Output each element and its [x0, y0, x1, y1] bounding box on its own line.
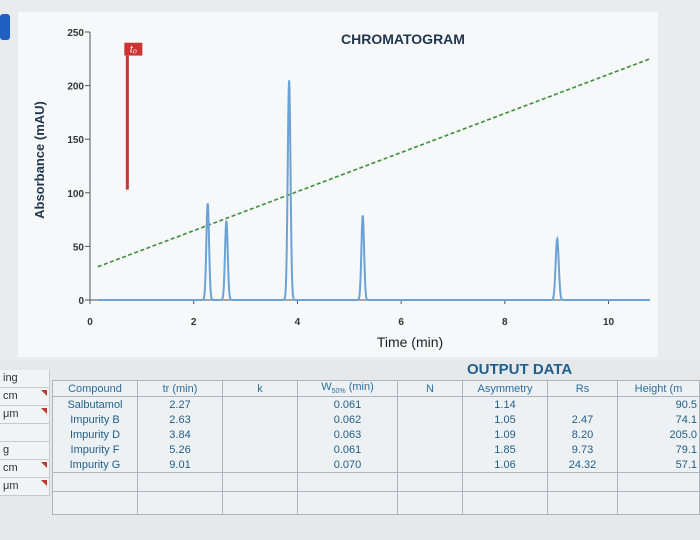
header-w50[interactable]: W50% (min) [297, 380, 398, 397]
cell-height[interactable]: 90.5 [617, 396, 700, 412]
cell-rs[interactable]: 24.32 [547, 457, 618, 473]
cell-rs[interactable]: 2.47 [547, 412, 618, 427]
cell-compound[interactable]: Salbutamol [52, 396, 138, 412]
cell-n[interactable] [397, 396, 463, 412]
header-asymmetry[interactable]: Asymmetry [462, 380, 548, 397]
cell-compound[interactable]: Impurity D [52, 427, 138, 442]
header-k[interactable]: k [222, 380, 298, 397]
y-tick-label: 100 [67, 189, 84, 200]
output-data-table: Compound tr (min) k W50% (min) N Asymmet… [52, 380, 700, 515]
cell-tr[interactable]: 3.84 [137, 427, 223, 442]
cell-n[interactable] [397, 457, 463, 473]
cell-compound[interactable]: Impurity F [52, 442, 138, 457]
cell-k[interactable] [222, 442, 298, 457]
table-row-blank [52, 472, 700, 492]
trace-line [97, 80, 650, 301]
x-tick-label: 2 [191, 317, 197, 328]
cell-tr[interactable]: 9.01 [137, 457, 223, 473]
x-tick-label: 6 [398, 317, 404, 328]
output-data-title: OUTPUT DATA [467, 361, 573, 378]
left-cell-um-2[interactable]: μm [0, 478, 50, 496]
cell-n[interactable] [397, 412, 463, 427]
window-tab [0, 14, 10, 40]
left-cell-blank[interactable] [0, 424, 50, 442]
left-cells: ing cm μm g cm μm [0, 370, 50, 496]
table-row: Impurity F 5.26 0.061 1.85 9.73 79.1 [52, 442, 700, 457]
left-cell-um[interactable]: μm [0, 406, 50, 424]
cell-asymmetry[interactable]: 1.85 [462, 442, 548, 457]
cell-asymmetry[interactable]: 1.05 [462, 412, 548, 427]
left-cell-cm[interactable]: cm [0, 388, 50, 406]
table-row-blank [52, 491, 700, 515]
chart-svg: CHROMATOGRAM Absorbance (mAU) Time (min)… [0, 12, 658, 357]
cell-w50[interactable]: 0.063 [297, 427, 398, 442]
t0-label-box [124, 42, 143, 56]
y-axis-label: Absorbance (mAU) [32, 101, 47, 219]
header-n[interactable]: N [397, 380, 463, 397]
y-tick-label: 150 [67, 135, 84, 146]
cell-height[interactable]: 205.0 [617, 427, 700, 442]
cell-height[interactable]: 57.1 [617, 457, 700, 473]
cell-compound[interactable]: Impurity B [52, 412, 138, 427]
header-rs[interactable]: Rs [547, 380, 618, 397]
chromatogram-trace [97, 80, 650, 301]
gradient-dashed-line [97, 58, 651, 268]
y-tick-label: 200 [67, 82, 84, 93]
y-tick-label: 50 [73, 242, 85, 253]
cell-asymmetry[interactable]: 1.06 [462, 457, 548, 473]
cell-w50[interactable]: 0.062 [297, 412, 398, 427]
cell-height[interactable]: 79.1 [617, 442, 700, 457]
x-tick-label: 8 [502, 317, 508, 328]
cell-w50[interactable]: 0.070 [297, 457, 398, 473]
cell-asymmetry[interactable]: 1.14 [462, 396, 548, 412]
output-header-row: Compound tr (min) k W50% (min) N Asymmet… [52, 380, 700, 397]
cell-compound[interactable]: Impurity G [52, 457, 138, 473]
gradient-line [97, 58, 651, 268]
table-row: Impurity B 2.63 0.062 1.05 2.47 74.1 [52, 412, 700, 427]
cell-rs[interactable]: 8.20 [547, 427, 618, 442]
table-row: Impurity D 3.84 0.063 1.09 8.20 205.0 [52, 427, 700, 442]
chart-title: CHROMATOGRAM [341, 31, 465, 47]
cell-tr[interactable]: 2.27 [137, 396, 223, 412]
x-axis-label: Time (min) [377, 334, 443, 350]
cell-n[interactable] [397, 427, 463, 442]
header-compound[interactable]: Compound [52, 380, 138, 397]
cell-k[interactable] [222, 412, 298, 427]
cell-asymmetry[interactable]: 1.09 [462, 427, 548, 442]
cell-n[interactable] [397, 442, 463, 457]
x-tick-label: 10 [603, 317, 615, 328]
x-tick-label: 4 [295, 317, 301, 328]
cell-tr[interactable]: 2.63 [137, 412, 223, 427]
cell-rs[interactable]: 9.73 [547, 442, 618, 457]
t0-marker: t₀ [124, 42, 143, 190]
header-tr[interactable]: tr (min) [137, 380, 223, 397]
header-height[interactable]: Height (m [617, 380, 700, 397]
cell-k[interactable] [222, 396, 298, 412]
cell-height[interactable]: 74.1 [617, 412, 700, 427]
chromatogram-chart: CHROMATOGRAM Absorbance (mAU) Time (min)… [0, 12, 658, 357]
cell-tr[interactable]: 5.26 [137, 442, 223, 457]
table-row: Salbutamol 2.27 0.061 1.14 90.5 [52, 396, 700, 412]
cell-w50[interactable]: 0.061 [297, 442, 398, 457]
cell-k[interactable] [222, 457, 298, 473]
t0-label: t₀ [130, 45, 137, 56]
cell-rs[interactable] [547, 396, 618, 412]
y-tick-label: 250 [67, 28, 84, 39]
left-cell-ing[interactable]: ing [0, 370, 50, 388]
plot-panel [18, 12, 658, 357]
left-cell-cm-2[interactable]: cm [0, 460, 50, 478]
cell-w50[interactable]: 0.061 [297, 396, 398, 412]
cell-k[interactable] [222, 427, 298, 442]
left-cell-g[interactable]: g [0, 442, 50, 460]
table-row: Impurity G 9.01 0.070 1.06 24.32 57.1 [52, 457, 700, 473]
y-tick-label: 0 [78, 296, 84, 307]
x-tick-label: 0 [87, 317, 93, 328]
